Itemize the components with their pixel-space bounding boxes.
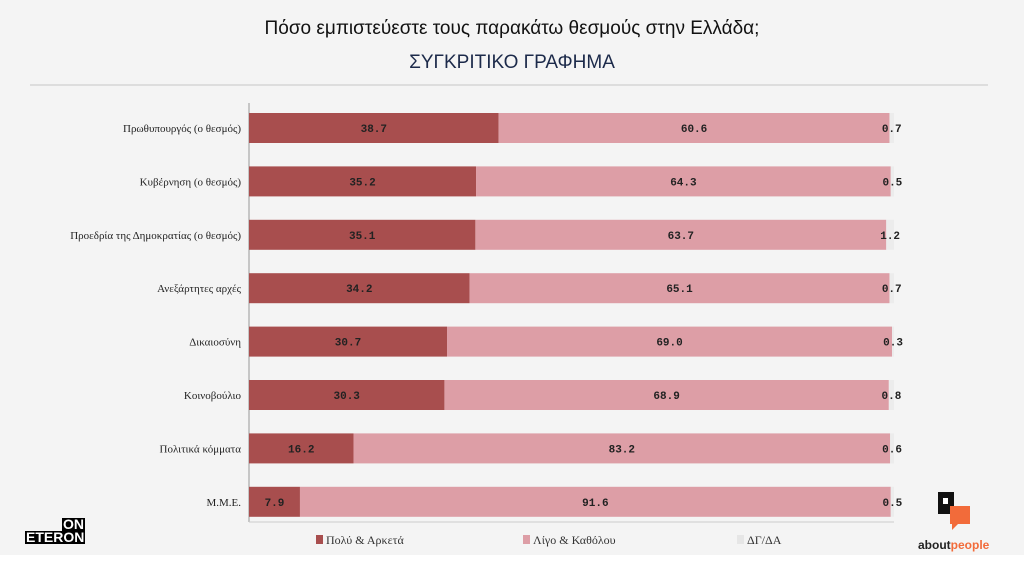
bar-segment <box>888 380 894 410</box>
data-label: 91.6 <box>582 498 608 510</box>
chart-canvas: Πόσο εμπιστεύεστε τους παρακάτω θεσμούς … <box>0 0 1024 555</box>
data-label: 64.3 <box>670 177 697 189</box>
legend-item-1: Λίγο & Καθόλου <box>523 533 616 548</box>
data-label: 0.5 <box>882 177 902 189</box>
bar-segment <box>249 219 476 250</box>
data-label: 68.9 <box>653 391 679 403</box>
legend-label: ΔΓ/ΔΑ <box>747 533 782 547</box>
aboutpeople-logo-text: aboutpeople <box>918 538 989 552</box>
bar-segment <box>353 433 891 464</box>
legend-item-2: ΔΓ/ΔΑ <box>737 533 781 548</box>
category-label: Κοινοβούλιο <box>184 390 242 402</box>
stacked-bar-chart: Πρωθυπουργός (ο θεσμός) 38.7 60.6 0.7 Κυβέρν… <box>70 103 903 523</box>
aboutpeople-logo-icon <box>938 492 970 530</box>
bar-segment <box>249 273 470 304</box>
category-label: Πολιτικά κόμματα <box>160 443 242 455</box>
category-label: Δικαιοσύνη <box>189 337 241 349</box>
category-label: Μ.Μ.Ε. <box>206 497 241 509</box>
data-label: 0.7 <box>882 124 902 136</box>
data-label: 60.6 <box>681 124 707 136</box>
data-label: 35.1 <box>349 231 376 243</box>
data-label: 0.6 <box>882 444 902 456</box>
data-label: 30.7 <box>335 338 361 350</box>
legend-swatch <box>316 535 323 544</box>
bar-segment <box>249 433 354 464</box>
category-label: Προεδρία της Δημοκρατίας (ο θεσμός) <box>70 230 241 242</box>
data-label: 65.1 <box>666 284 693 296</box>
bar-segment <box>889 113 894 143</box>
legend-label: Πολύ & Αρκετά <box>326 533 404 547</box>
data-label: 0.5 <box>882 498 902 510</box>
legend-swatch <box>523 535 530 544</box>
legend-item-0: Πολύ & Αρκετά <box>316 533 404 548</box>
bar-segment <box>890 166 894 197</box>
bar-segment <box>444 380 889 410</box>
data-label: 38.7 <box>361 124 387 136</box>
bar-segment <box>249 486 300 517</box>
data-label: 0.8 <box>882 391 902 403</box>
bar-segment <box>249 113 499 143</box>
data-label: 30.3 <box>334 391 361 403</box>
bar-segment <box>447 326 893 357</box>
bar-segment <box>299 486 891 517</box>
category-label: Πρωθυπουργός (ο θεσμός) <box>123 123 241 135</box>
category-label: Ανεξάρτητες αρχές <box>157 283 242 295</box>
bar-segment <box>476 166 891 197</box>
bar-segment <box>475 219 887 250</box>
data-label: 83.2 <box>609 444 635 456</box>
bar-segment <box>498 113 890 143</box>
chart-subtitle: ΣΥΓΚΡΙΤΙΚΟ ΓΡΑΦΗΜΑ <box>409 52 615 73</box>
on-eteron-logo: ON ETERON <box>25 516 86 545</box>
data-label: 0.3 <box>883 338 903 350</box>
data-label: 69.0 <box>656 338 682 350</box>
chart-title: Πόσο εμπιστεύεστε τους παρακάτω θεσμούς … <box>264 18 760 39</box>
bar-segment <box>249 166 477 197</box>
bar-segment <box>890 486 894 517</box>
bar-segment <box>889 273 894 304</box>
logo-text-about: about <box>918 538 951 552</box>
logo-text-people: people <box>950 538 990 552</box>
data-label: 34.2 <box>346 284 372 296</box>
legend-swatch <box>737 535 744 544</box>
bar-segment <box>892 326 894 357</box>
data-label: 16.2 <box>288 444 314 456</box>
bar-segment <box>886 219 894 250</box>
bar-segment <box>469 273 890 304</box>
data-label: 0.7 <box>882 284 902 296</box>
data-label: 35.2 <box>349 177 375 189</box>
legend-label: Λίγο & Καθόλου <box>533 533 616 547</box>
bar-segment <box>249 326 448 357</box>
data-label: 1.2 <box>880 231 900 243</box>
data-label: 63.7 <box>668 231 694 243</box>
bar-segment <box>249 380 445 410</box>
data-label: 7.9 <box>265 498 285 510</box>
bar-segment <box>890 433 894 464</box>
divider <box>30 84 988 86</box>
category-label: Κυβέρνηση (ο θεσμός) <box>140 176 242 188</box>
